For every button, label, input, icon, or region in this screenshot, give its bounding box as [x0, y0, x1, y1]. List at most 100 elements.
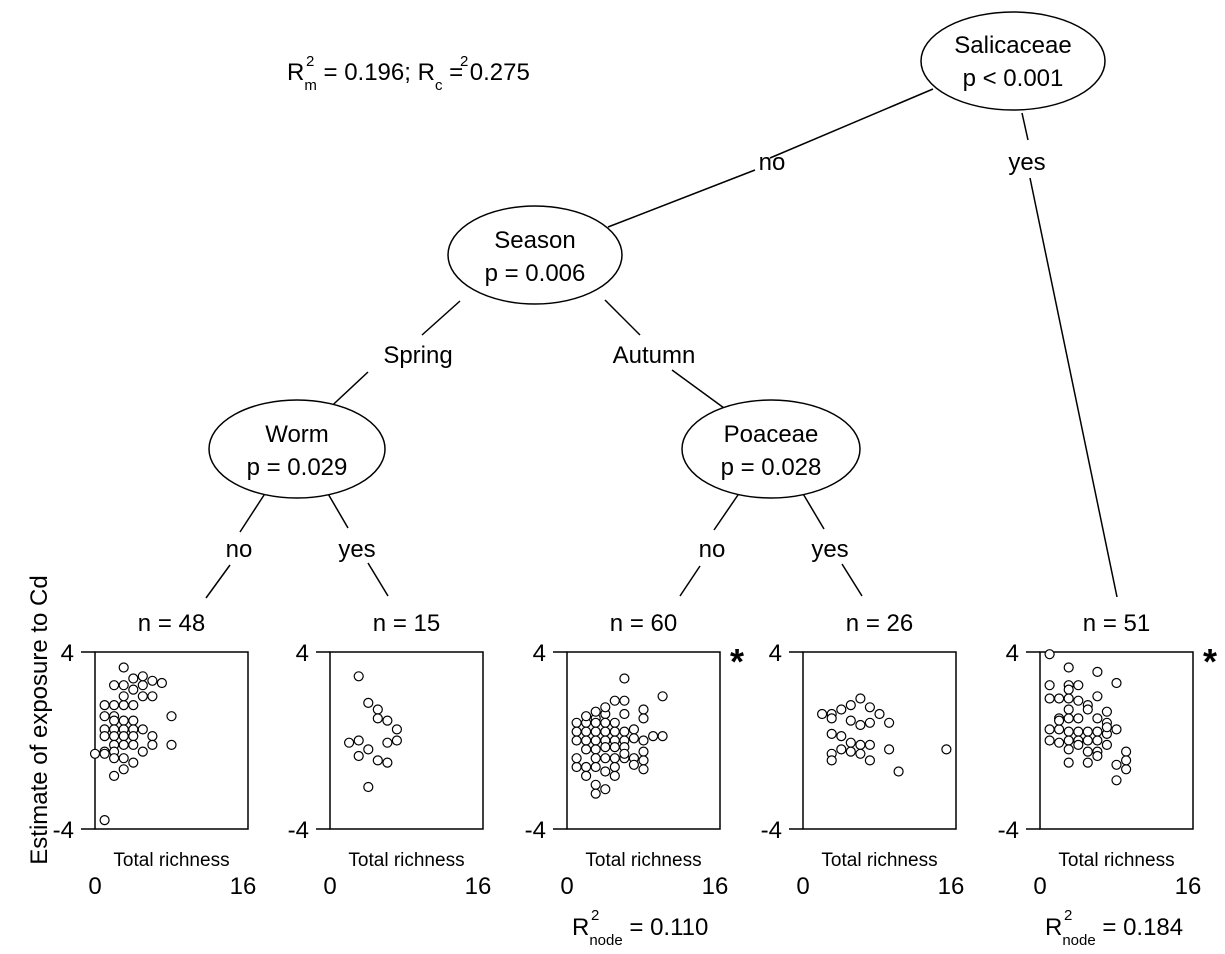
data-point — [1111, 775, 1122, 786]
data-point — [137, 680, 148, 691]
data-point — [1073, 739, 1084, 751]
data-point — [826, 755, 837, 766]
data-point — [128, 684, 139, 695]
leaf-panel-2: n = 15 4 -4 Total richness 0 16 — [288, 610, 492, 900]
edge-label-poaceae-yes: yes — [811, 536, 848, 563]
x-tick-label-right: 16 — [702, 873, 729, 900]
tree-edges — [205, 88, 1118, 599]
data-point — [590, 753, 601, 764]
data-point — [1063, 693, 1074, 704]
x-tick-label-left: 0 — [1033, 873, 1046, 900]
data-point — [108, 770, 120, 782]
y-tick-label-top: 4 — [769, 640, 782, 667]
data-point — [1111, 724, 1122, 735]
data-point — [1063, 704, 1074, 715]
edge-label-season-autumn: Autumn — [613, 342, 696, 369]
node-salicaceae: Salicaceae p < 0.001 — [920, 11, 1106, 111]
data-point — [1092, 726, 1103, 737]
data-point — [883, 744, 895, 755]
data-point — [609, 717, 620, 728]
leaf-n-label: n = 26 — [846, 610, 913, 637]
leaf-panel-4: n = 26 4 -4 Total richness 0 16 — [761, 610, 965, 900]
node-r2-subscript: node — [1062, 932, 1095, 949]
plot-frame — [329, 651, 484, 830]
node-worm-name: Worm — [265, 421, 329, 448]
x-axis-label: Total richness — [821, 850, 937, 871]
node-r2-value: = 0.110 — [623, 914, 709, 941]
data-point — [108, 699, 120, 711]
data-point — [590, 761, 601, 773]
rm-value: = 0.196; — [317, 59, 418, 86]
data-point — [363, 781, 374, 793]
edge-season-spring-upper — [421, 300, 461, 336]
data-point — [353, 750, 364, 762]
leaf-panel-3: n = 60 4 -4 Total richness 0 16 * Rnode = 0.110… — [525, 610, 744, 949]
node-worm: Worm p = 0.029 — [208, 399, 386, 499]
node-season-name: Season — [494, 227, 575, 254]
node-r2-label: Rnode = 0.184 — [1045, 914, 1183, 949]
data-point — [1044, 724, 1055, 735]
data-point — [600, 717, 611, 728]
data-point — [638, 713, 649, 724]
data-point — [816, 708, 828, 720]
y-tick-label-bottom: -4 — [998, 817, 1019, 844]
leaf-panel-5: n = 51 4 -4 Total richness 0 16 * Rnode = 0.184… — [998, 610, 1217, 949]
data-point — [874, 708, 885, 720]
data-point — [1082, 735, 1093, 746]
data-point — [638, 735, 649, 746]
data-point — [118, 691, 129, 702]
data-point — [108, 680, 120, 691]
data-point — [1073, 695, 1084, 706]
data-point — [609, 741, 620, 753]
data-point — [864, 717, 876, 728]
leaf-n-label: n = 15 — [373, 610, 440, 637]
data-point — [147, 675, 158, 686]
data-point — [580, 726, 592, 737]
data-point — [883, 717, 895, 728]
node-r2-r: R — [572, 914, 589, 941]
node-season-ellipse — [447, 205, 623, 305]
data-point — [382, 757, 393, 768]
data-point — [1053, 715, 1065, 726]
edge-label-salicaceae-no: no — [759, 149, 786, 176]
edge-poaceae-yes-upper — [801, 491, 825, 530]
leaf-n-label: n = 48 — [138, 610, 205, 637]
data-point — [855, 693, 866, 704]
data-point — [826, 713, 837, 724]
node-salicaceae-pvalue: p < 0.001 — [963, 65, 1064, 92]
data-point — [108, 730, 120, 742]
data-point — [638, 746, 649, 757]
x-axis-label: Total richness — [1058, 850, 1174, 871]
data-point — [147, 739, 158, 751]
data-point — [382, 737, 393, 748]
data-point — [1044, 735, 1055, 746]
data-point — [600, 766, 611, 777]
edge-label-season-spring: Spring — [383, 342, 452, 369]
leaf-n-label: n = 51 — [1083, 610, 1150, 637]
data-point — [571, 753, 582, 764]
data-point — [836, 744, 847, 755]
data-point — [1120, 755, 1132, 766]
data-point — [99, 730, 110, 742]
edge-worm-no-lower — [205, 564, 231, 599]
node-worm-ellipse — [208, 399, 386, 499]
data-point — [128, 699, 139, 711]
data-point — [600, 702, 611, 713]
data-point — [600, 753, 611, 764]
data-point — [619, 708, 630, 720]
data-point — [99, 814, 110, 826]
data-point — [99, 711, 110, 722]
data-point — [156, 677, 167, 689]
edge-label-worm-yes: yes — [338, 536, 375, 563]
data-point — [137, 671, 148, 682]
node-season: Season p = 0.006 — [447, 205, 623, 305]
data-point — [1082, 704, 1093, 715]
data-point — [941, 744, 952, 755]
x-tick-label-right: 16 — [230, 873, 257, 900]
data-point — [137, 746, 148, 757]
data-point — [1111, 677, 1122, 689]
x-tick-label-left: 0 — [323, 873, 336, 900]
data-point — [845, 746, 856, 757]
rm-subscript: m — [304, 77, 317, 94]
